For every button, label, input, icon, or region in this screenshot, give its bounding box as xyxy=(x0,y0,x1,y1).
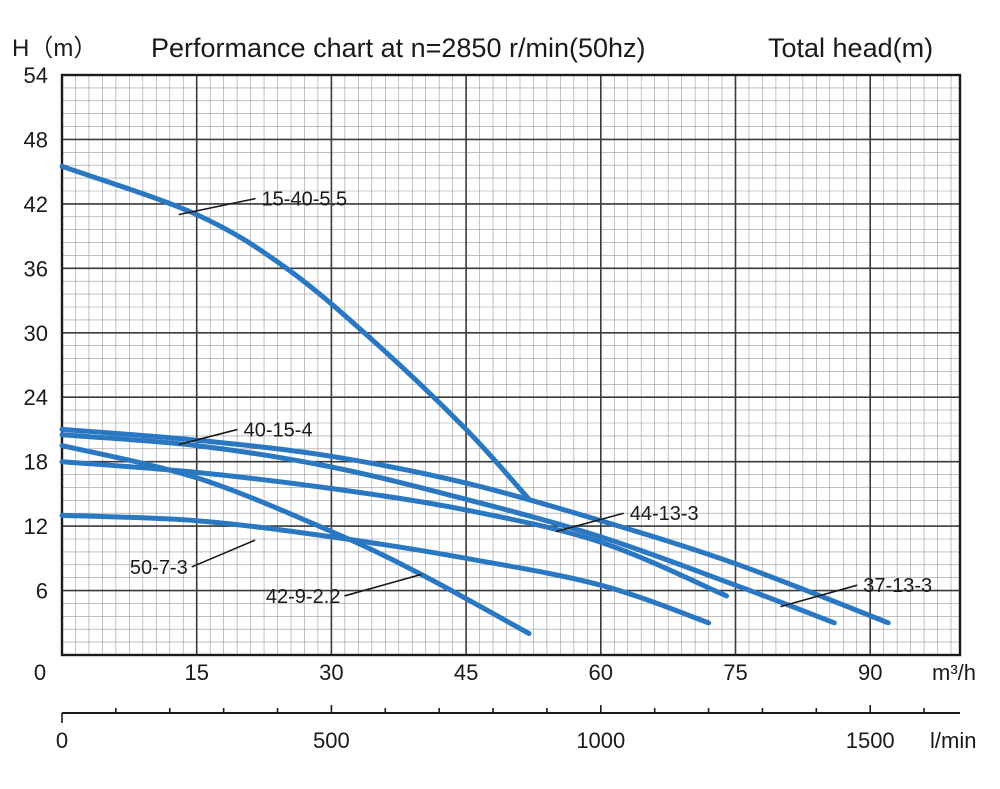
secondary-tick-label: 0 xyxy=(56,728,68,753)
curve-50-7-3 xyxy=(59,512,712,626)
curve-label-40-15-4: 40-15-4 xyxy=(244,419,313,441)
x-tick-label: 60 xyxy=(589,660,613,685)
y-tick-label: 6 xyxy=(36,579,48,604)
curve-label-42-9-2-2: 42-9-2.2 xyxy=(266,586,341,608)
secondary-tick-label: 500 xyxy=(313,728,350,753)
y-tick-label: 48 xyxy=(24,127,48,152)
curve-label-15-40-5-5: 15-40-5.5 xyxy=(262,189,348,211)
y-tick-label: 42 xyxy=(24,192,48,217)
secondary-tick-label: 1500 xyxy=(846,728,895,753)
x-tick-label: 30 xyxy=(319,660,343,685)
x-tick-label: 15 xyxy=(184,660,208,685)
y-tick-label: 36 xyxy=(24,256,48,281)
leader-line-42-9-2-2 xyxy=(344,573,422,597)
curve-42-9-2-2 xyxy=(59,443,532,636)
curve-15-40-5-5 xyxy=(59,163,532,502)
leader-line-40-15-4 xyxy=(178,428,238,446)
y-tick-label: 30 xyxy=(24,321,48,346)
x-tick-label: 90 xyxy=(858,660,882,685)
curve-label-44-13-3: 44-13-3 xyxy=(630,503,699,525)
chart-title: Performance chart at n=2850 r/min(50hz) xyxy=(151,33,646,63)
leader-line-50-7-3 xyxy=(191,539,256,568)
secondary-axis-ticks: 0 500 1000 1500 xyxy=(56,705,925,753)
x-unit-label: m³/h xyxy=(932,660,976,685)
x-tick-label: 45 xyxy=(454,660,478,685)
y-tick-label: 12 xyxy=(24,514,48,539)
y-tick-label: 54 xyxy=(24,63,48,88)
leader-line-44-13-3 xyxy=(555,512,624,533)
secondary-axis-unit: l/min xyxy=(930,728,976,753)
curve-label-50-7-3: 50-7-3 xyxy=(130,557,188,579)
x-tick-labels: 0 15 30 45 60 75 90 xyxy=(34,660,883,685)
curve-40-15-4 xyxy=(59,432,837,626)
y-tick-label: 18 xyxy=(24,450,48,475)
curve-labels: 15-40-5.5 40-15-4 37-13-3 44-13-3 50-7-3 42-9… xyxy=(130,189,932,608)
x-tick-label: 0 xyxy=(34,660,46,685)
y-tick-label: 24 xyxy=(24,385,48,410)
secondary-tick-label: 1000 xyxy=(576,728,625,753)
y-axis-label: H（m） xyxy=(12,35,97,62)
curve-label-37-13-3: 37-13-3 xyxy=(863,575,932,597)
leader-line-37-13-3 xyxy=(780,584,858,608)
y-tick-labels: 6 12 18 24 30 36 42 48 54 xyxy=(24,63,48,604)
leader-line-15-40-5-5 xyxy=(178,197,256,216)
x-tick-label: 75 xyxy=(723,660,747,685)
y-title-right: Total head(m) xyxy=(768,33,933,63)
plot-frame xyxy=(60,73,962,657)
